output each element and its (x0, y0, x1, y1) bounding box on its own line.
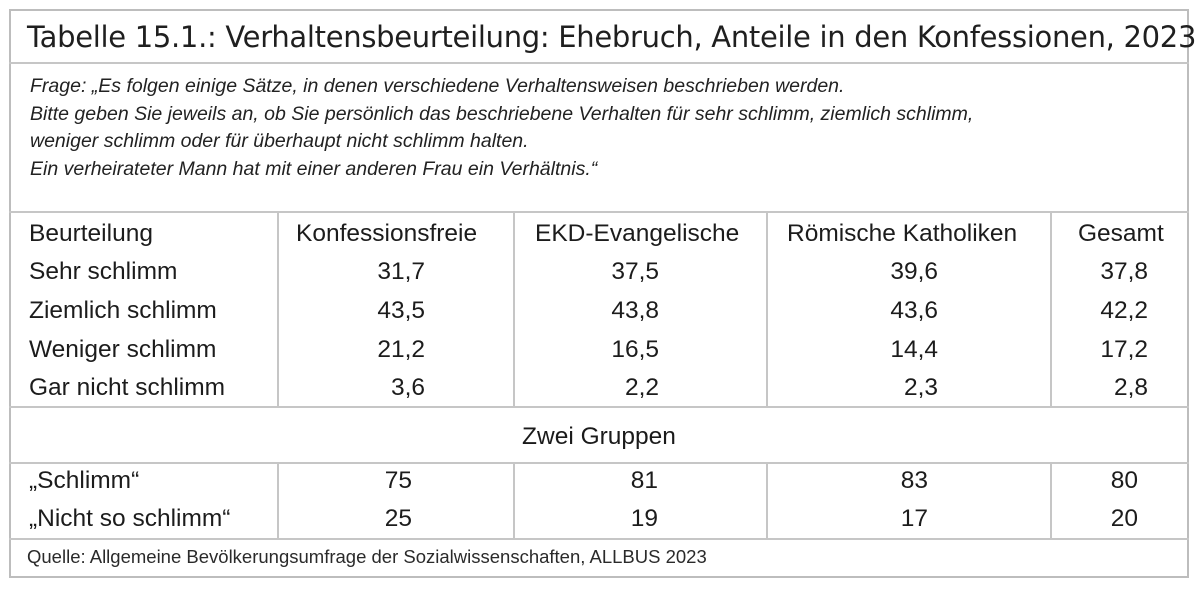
table-frame (9, 9, 1189, 578)
column-header: Konfessionsfreie (296, 220, 478, 247)
column-divider (513, 462, 515, 539)
table-cell: 75 (384, 467, 412, 494)
table-cell: 19 (630, 505, 658, 532)
table-cell: 2,8 (1113, 374, 1148, 401)
table-cell: 42,2 (1100, 297, 1148, 324)
table-cell: 37,8 (1100, 258, 1148, 285)
table-cell: 16,5 (611, 336, 659, 363)
table-cell: 2,3 (903, 374, 938, 401)
column-divider (1050, 211, 1052, 407)
table-cell: 81 (630, 467, 658, 494)
table-cell: 21,2 (377, 336, 425, 363)
row-label: Sehr schlimm (29, 258, 178, 285)
column-divider (766, 462, 768, 539)
column-divider (766, 211, 768, 407)
table-cell: 43,5 (377, 297, 425, 324)
question-text: Frage: „Es folgen einige Sätze, in denen… (30, 73, 1180, 183)
table-cell: 31,7 (377, 258, 425, 285)
column-header: EKD-Evangelische (535, 220, 740, 247)
table-cell: 2,2 (624, 374, 659, 401)
group-heading: Zwei Gruppen (522, 423, 676, 450)
row-label: „Schlimm“ (29, 467, 140, 494)
column-divider (513, 211, 515, 407)
table-cell: 3,6 (390, 374, 425, 401)
table-cell: 43,8 (611, 297, 659, 324)
column-header: Gesamt (1078, 220, 1164, 247)
table-cell: 39,6 (890, 258, 938, 285)
column-header: Beurteilung (29, 220, 153, 247)
divider (9, 538, 1189, 540)
table-cell: 43,6 (890, 297, 938, 324)
question-line: Frage: „Es folgen einige Sätze, in denen… (30, 75, 845, 97)
question-line: weniger schlimm oder für überhaupt nicht… (30, 130, 529, 152)
source-note: Quelle: Allgemeine Bevölkerungsumfrage d… (27, 546, 707, 567)
row-label: Gar nicht schlimm (29, 374, 226, 401)
row-label: Ziemlich schlimm (29, 297, 217, 324)
column-header: Römische Katholiken (787, 220, 1018, 247)
table-cell: 37,5 (611, 258, 659, 285)
question-line: Ein verheirateter Mann hat mit einer and… (30, 157, 598, 180)
table-cell: 83 (900, 467, 928, 494)
table-title: Tabelle 15.1.: Verhaltensbeurteilung: Eh… (27, 20, 1197, 54)
column-divider (1050, 462, 1052, 539)
divider (9, 211, 1189, 213)
table-cell: 17,2 (1100, 336, 1148, 363)
table-cell: 80 (1110, 467, 1138, 494)
table-cell: 17 (900, 505, 928, 532)
table-cell: 25 (384, 505, 412, 532)
row-label: „Nicht so schlimm“ (29, 505, 231, 532)
divider (9, 406, 1189, 408)
divider (9, 462, 1189, 464)
question-line: Bitte geben Sie jeweils an, ob Sie persö… (30, 102, 974, 125)
table-cell: 14,4 (890, 336, 938, 363)
row-label: Weniger schlimm (29, 336, 217, 363)
column-divider (277, 211, 279, 407)
column-divider (277, 462, 279, 539)
table-cell: 20 (1110, 505, 1138, 532)
divider (9, 62, 1189, 64)
